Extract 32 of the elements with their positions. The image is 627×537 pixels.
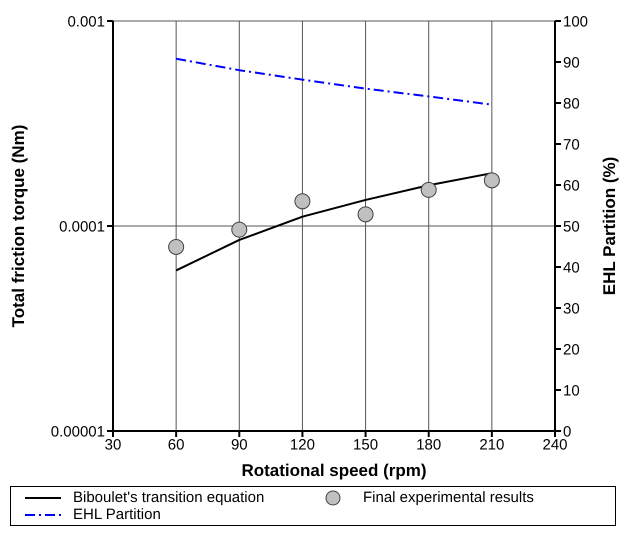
x-tick-label: 210 [479,436,504,454]
y2-tick-label: 40 [563,259,580,276]
y2-tick-label: 90 [563,54,580,72]
x-tick-label: 90 [230,436,248,454]
legend-label: Final experimental results [363,489,534,506]
point [294,193,310,210]
y2-tick-label: 50 [563,218,580,236]
y2-tick-label: 60 [563,177,580,194]
legend-label: Biboulet's transition equation [73,489,264,506]
y2-tick-label: 80 [563,95,580,112]
y2-tick-label: 20 [563,341,580,358]
legend-label: EHL Partition [73,506,161,523]
point [484,172,500,188]
point [358,206,374,222]
y-tick-label: 0.00001 [50,423,105,440]
point [231,222,248,238]
y-tick-label: 0.001 [67,13,105,30]
point [420,182,437,198]
y-tick-label: 0.0001 [59,218,105,236]
point [168,238,184,255]
y2-tick-label: 30 [563,300,580,318]
y2-tick-label: 100 [563,13,588,30]
y2-tick-label: 10 [563,382,580,400]
y-axis-title: Total friction torque (Nm) [9,124,28,328]
x-tick-label: 180 [416,436,442,454]
x-tick-label: 150 [353,436,378,454]
x-axis-title: Rotational speed (rpm) [241,461,427,480]
x-tick-label: 60 [168,436,184,454]
x-tick-label: 30 [104,436,122,454]
y2-axis-title: EHL Partition (%) [600,156,620,296]
x-tick-label: 120 [290,436,315,454]
y2-tick-label: 70 [563,136,580,154]
